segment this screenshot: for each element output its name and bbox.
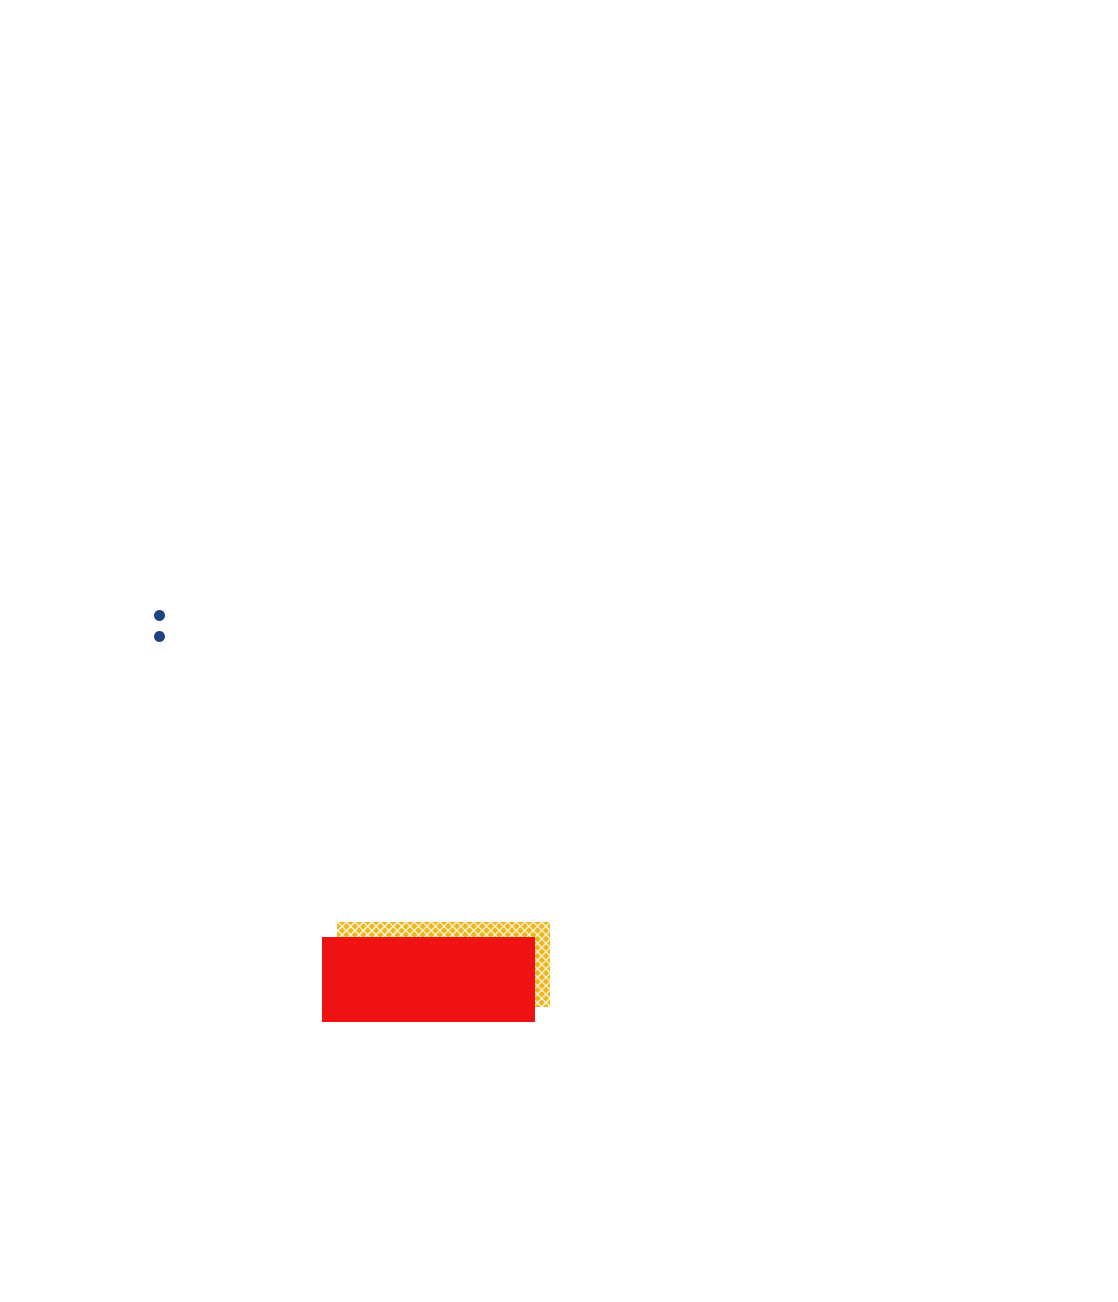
bullet-icon — [154, 610, 165, 621]
max-2c-label-box — [322, 937, 535, 1022]
bullet-no-measures — [148, 610, 181, 621]
probability-block — [148, 598, 181, 642]
bullet-with-measures — [148, 631, 181, 642]
bullet-icon — [154, 631, 165, 642]
